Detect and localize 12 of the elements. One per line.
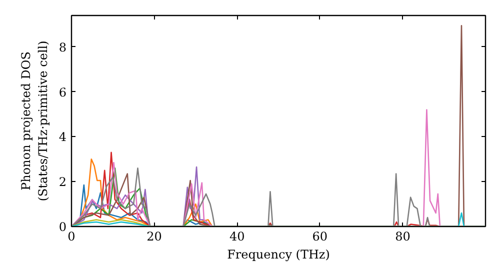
- x-tick-label: 60: [312, 230, 328, 244]
- x-axis-title: Frequency (THz): [227, 248, 330, 262]
- y-tick-label: 6: [58, 85, 67, 100]
- y-axis-title: Phonon projected DOS (States/THz·primitive cell): [19, 40, 50, 202]
- y-tick-label: 4: [58, 130, 67, 144]
- y-tick-label: 0: [58, 220, 67, 234]
- x-tick-label: 0: [68, 230, 76, 244]
- y-tick-label: 2: [58, 175, 67, 190]
- y-tick-label: 8: [58, 40, 67, 54]
- x-tick-label: 20: [146, 230, 162, 244]
- x-tick-label: 40: [229, 230, 245, 244]
- x-tick-label: 80: [395, 230, 410, 244]
